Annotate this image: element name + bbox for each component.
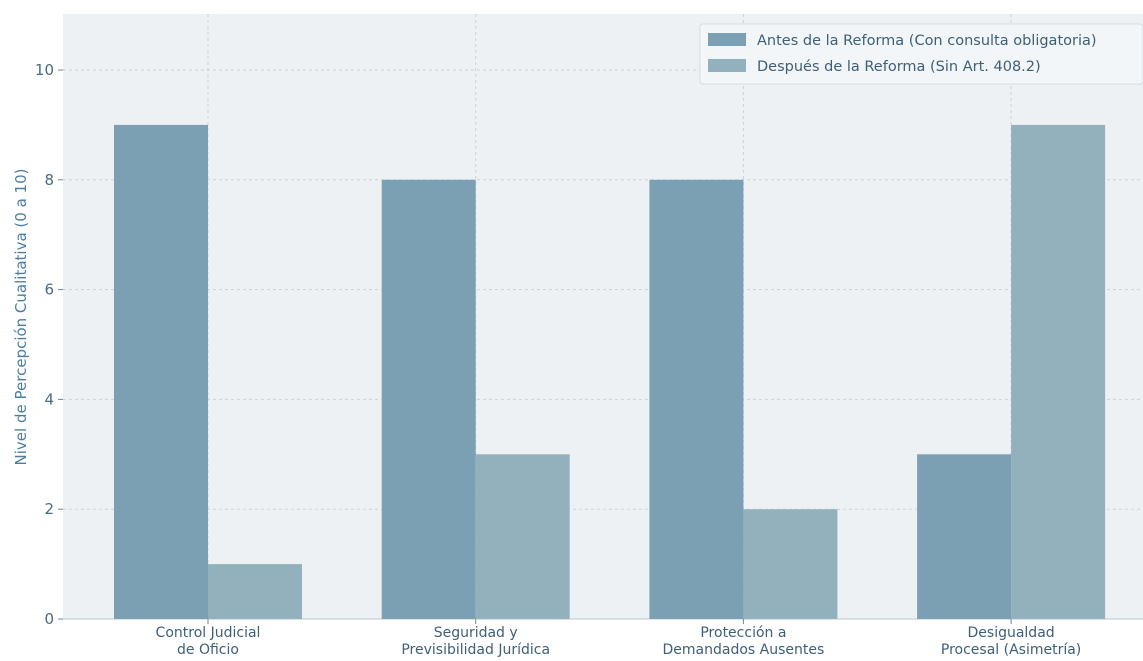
- x-tick-label: Desigualdad Procesal (Asimetría): [941, 625, 1081, 658]
- bar-despues-3: [743, 509, 838, 619]
- bar-despues-1: [208, 564, 302, 619]
- legend-label: Antes de la Reforma (Con consulta obliga…: [757, 33, 1097, 49]
- x-axis-ticks: Control Judicial de Oficio Seguridad y Prev…: [156, 619, 1081, 658]
- y-tick-label: 6: [44, 281, 54, 299]
- bar-despues-2: [475, 454, 570, 619]
- bar-despues-4: [1011, 124, 1106, 620]
- legend: Antes de la Reforma (Con consulta obliga…: [699, 23, 1143, 85]
- y-tick-label: 4: [44, 390, 54, 408]
- y-axis-ticks: 0 2 4 6 8 10: [35, 61, 63, 628]
- legend-label: Después de la Reforma (Sin Art. 408.2): [757, 59, 1041, 75]
- legend-box: [699, 23, 1143, 85]
- bars: [114, 124, 1106, 620]
- y-tick-label: 0: [44, 610, 54, 628]
- legend-swatch: [708, 59, 746, 72]
- y-axis-label: Nivel de Percepción Cualitativa (0 a 10): [12, 169, 30, 466]
- x-tick-label: Control Judicial de Oficio: [156, 625, 261, 658]
- bar-antes-4: [917, 454, 1012, 619]
- x-tick-label: Protección a Demandados Ausentes: [663, 625, 825, 658]
- y-tick-label: 2: [44, 500, 54, 518]
- x-tick-label: Seguridad y Previsibilidad Jurídica: [401, 625, 550, 658]
- y-tick-label: 10: [35, 61, 54, 79]
- legend-swatch: [708, 33, 746, 46]
- y-tick-label: 8: [44, 171, 54, 189]
- bar-antes-1: [114, 124, 208, 620]
- bar-antes-3: [649, 179, 744, 620]
- bar-antes-2: [381, 179, 476, 620]
